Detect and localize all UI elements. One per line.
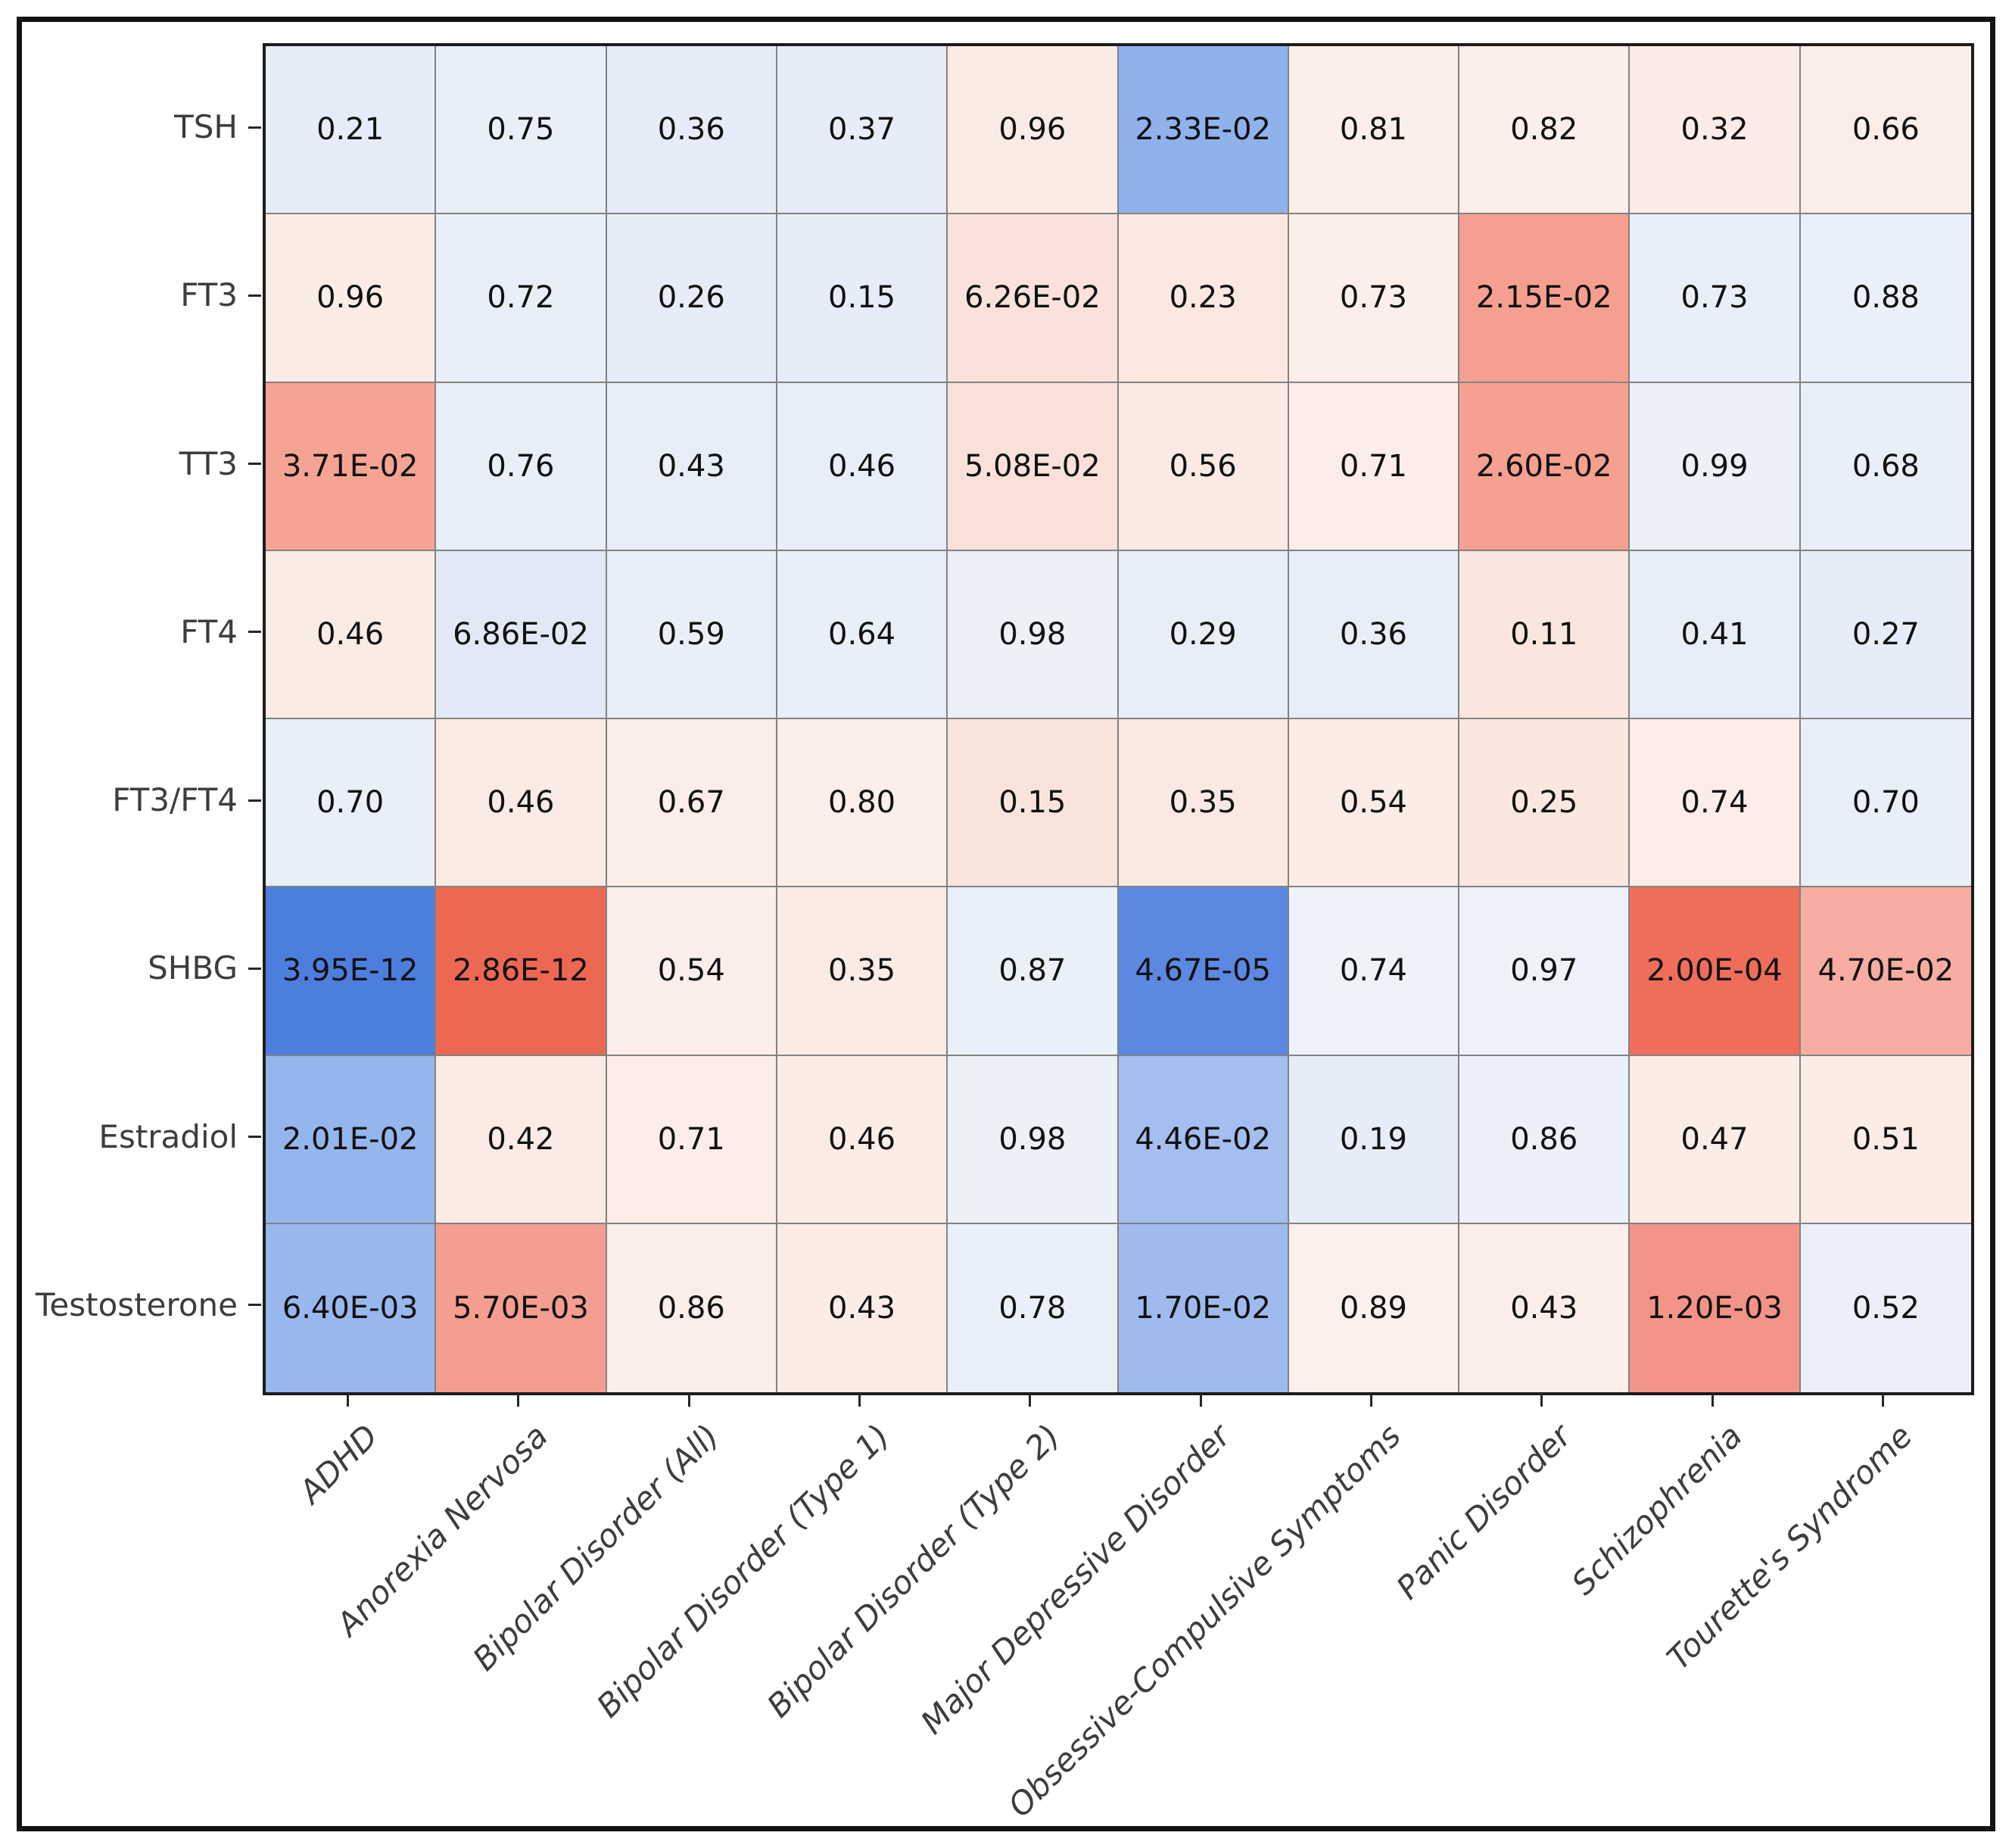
heatmap-cell: 0.15 xyxy=(777,214,948,383)
heatmap-cell: 0.86 xyxy=(606,1223,777,1392)
heatmap-cell: 0.36 xyxy=(1288,550,1460,719)
heatmap-cell: 0.71 xyxy=(606,1055,777,1224)
heatmap-cell: 0.54 xyxy=(606,887,777,1056)
heatmap-cell: 0.46 xyxy=(777,382,948,551)
heatmap-cell: 2.15E-02 xyxy=(1459,214,1630,383)
heatmap-cell: 0.76 xyxy=(436,382,607,551)
heatmap-cell: 6.26E-02 xyxy=(948,214,1119,383)
heatmap-cell: 4.46E-02 xyxy=(1118,1055,1289,1224)
heatmap-cell: 0.42 xyxy=(436,1055,607,1224)
heatmap-cell: 6.86E-02 xyxy=(436,550,607,719)
heatmap-cell: 0.21 xyxy=(266,46,437,215)
heatmap-cell: 0.46 xyxy=(777,1055,948,1224)
heatmap-cell: 0.66 xyxy=(1800,46,1971,215)
heatmap-cell: 0.67 xyxy=(606,719,777,888)
heatmap-cell: 0.80 xyxy=(777,719,948,888)
heatmap-cell: 0.89 xyxy=(1288,1223,1460,1392)
heatmap-cell: 0.51 xyxy=(1800,1055,1971,1224)
heatmap-cell: 0.35 xyxy=(777,887,948,1056)
heatmap-cell: 2.60E-02 xyxy=(1459,382,1630,551)
heatmap-cell: 0.46 xyxy=(266,550,437,719)
heatmap-cell: 0.47 xyxy=(1630,1055,1801,1224)
heatmap-cell: 0.70 xyxy=(1800,719,1971,888)
heatmap-cell: 0.11 xyxy=(1459,550,1630,719)
heatmap-cell: 0.97 xyxy=(1459,887,1630,1056)
heatmap-cell: 0.43 xyxy=(606,382,777,551)
heatmap-cell: 5.70E-03 xyxy=(436,1223,607,1392)
heatmap-cell: 0.52 xyxy=(1800,1223,1971,1392)
heatmap-cell: 0.74 xyxy=(1630,719,1801,888)
heatmap-cell: 5.08E-02 xyxy=(948,382,1119,551)
heatmap-cell: 0.35 xyxy=(1118,719,1289,888)
heatmap-cell: 3.71E-02 xyxy=(266,382,437,551)
heatmap-cell: 0.41 xyxy=(1630,550,1801,719)
heatmap-cell: 3.95E-12 xyxy=(266,887,437,1056)
heatmap-cell: 0.70 xyxy=(266,719,437,888)
heatmap-cell: 0.72 xyxy=(436,214,607,383)
heatmap-cell: 0.15 xyxy=(948,719,1119,888)
heatmap-cell: 0.82 xyxy=(1459,46,1630,215)
heatmap-cell: 0.59 xyxy=(606,550,777,719)
heatmap-cell: 0.86 xyxy=(1459,1055,1630,1224)
heatmap-cell: 0.37 xyxy=(777,46,948,215)
heatmap-cell: 6.40E-03 xyxy=(266,1223,437,1392)
heatmap-cell: 0.96 xyxy=(266,214,437,383)
heatmap-cell: 0.75 xyxy=(436,46,607,215)
heatmap-cell: 0.43 xyxy=(1459,1223,1630,1392)
heatmap-cell: 2.01E-02 xyxy=(266,1055,437,1224)
heatmap-cell: 2.86E-12 xyxy=(436,887,607,1056)
heatmap-cell: 0.74 xyxy=(1288,887,1460,1056)
heatmap-cell: 0.23 xyxy=(1118,214,1289,383)
heatmap-cell: 0.25 xyxy=(1459,719,1630,888)
heatmap-cell: 4.70E-02 xyxy=(1800,887,1971,1056)
heatmap-cell: 0.26 xyxy=(606,214,777,383)
heatmap-cell: 0.88 xyxy=(1800,214,1971,383)
heatmap-cell: 0.71 xyxy=(1288,382,1460,551)
heatmap-cell: 0.99 xyxy=(1630,382,1801,551)
heatmap-cell: 1.70E-02 xyxy=(1118,1223,1289,1392)
heatmap-cell: 2.33E-02 xyxy=(1118,46,1289,215)
heatmap-cell: 0.56 xyxy=(1118,382,1289,551)
heatmap-cell: 0.64 xyxy=(777,550,948,719)
heatmap-cell: 0.27 xyxy=(1800,550,1971,719)
heatmap-cell: 4.67E-05 xyxy=(1118,887,1289,1056)
heatmap-cell: 0.73 xyxy=(1630,214,1801,383)
heatmap-cell: 0.43 xyxy=(777,1223,948,1392)
heatmap-cell: 0.78 xyxy=(948,1223,1119,1392)
heatmap-cell: 0.36 xyxy=(606,46,777,215)
heatmap-cell: 0.32 xyxy=(1630,46,1801,215)
heatmap-cell: 0.29 xyxy=(1118,550,1289,719)
heatmap-cell: 0.96 xyxy=(948,46,1119,215)
heatmap-cell: 0.54 xyxy=(1288,719,1460,888)
heatmap-grid: 0.21 0.75 0.36 0.37 0.96 2.33E-02 0.81 0.82 0.32… xyxy=(263,43,1974,1395)
heatmap-cell: 0.87 xyxy=(948,887,1119,1056)
heatmap-cell: 0.46 xyxy=(436,719,607,888)
heatmap-cell: 0.68 xyxy=(1800,382,1971,551)
heatmap-cell: 0.19 xyxy=(1288,1055,1460,1224)
heatmap-cell: 0.81 xyxy=(1288,46,1460,215)
heatmap-cell: 0.98 xyxy=(948,550,1119,719)
heatmap-cell: 0.98 xyxy=(948,1055,1119,1224)
heatmap-cell: 1.20E-03 xyxy=(1630,1223,1801,1392)
heatmap-cell: 0.73 xyxy=(1288,214,1460,383)
heatmap-cell: 2.00E-04 xyxy=(1630,887,1801,1056)
